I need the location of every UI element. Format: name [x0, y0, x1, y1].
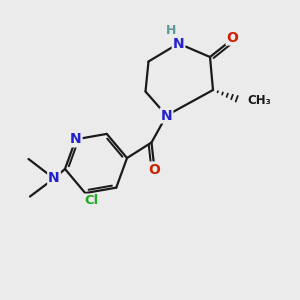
Text: N: N — [48, 172, 60, 185]
Text: O: O — [226, 31, 238, 44]
Text: H: H — [166, 24, 176, 38]
Text: N: N — [161, 109, 172, 122]
Text: N: N — [70, 132, 82, 146]
Text: Cl: Cl — [84, 194, 99, 208]
Text: N: N — [173, 37, 184, 50]
Text: CH₃: CH₃ — [247, 94, 271, 107]
Text: O: O — [148, 163, 160, 176]
